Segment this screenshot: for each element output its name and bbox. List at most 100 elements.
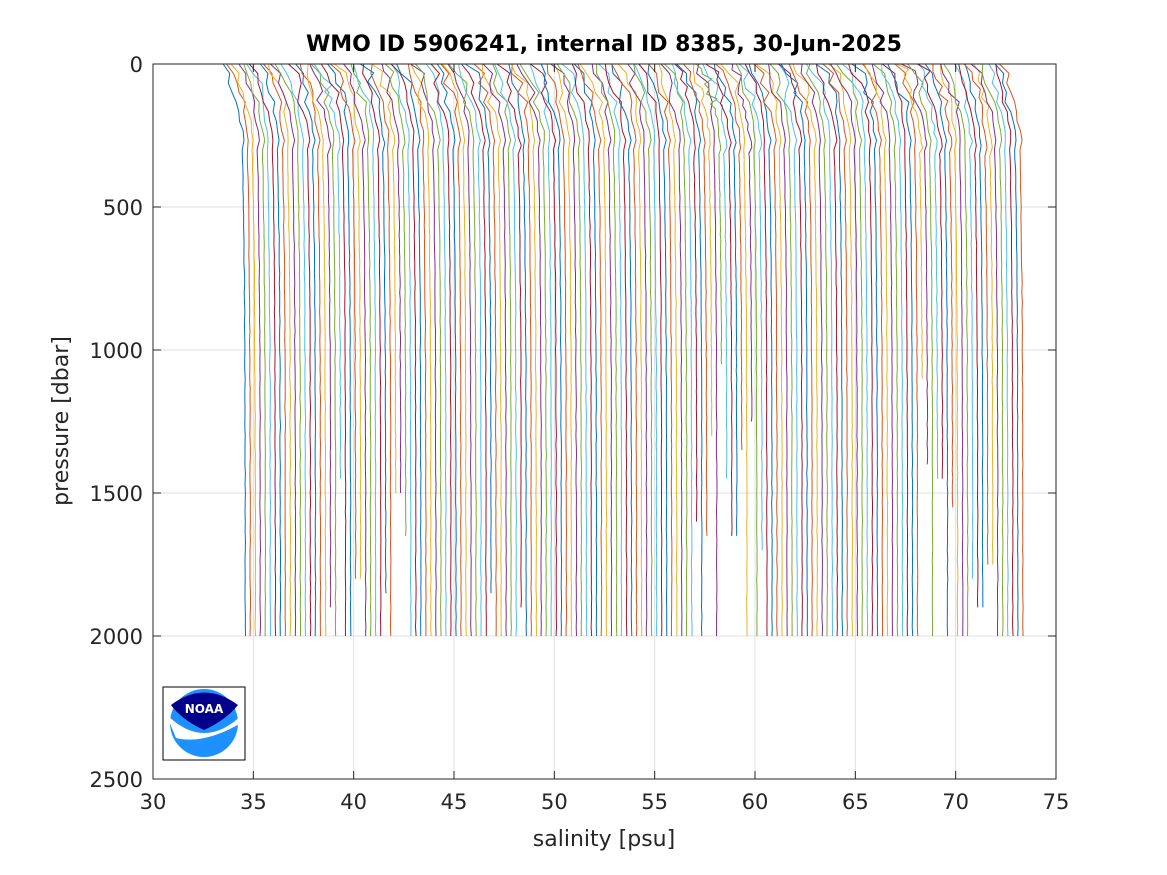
profile-line [494, 63, 517, 637]
profile-line [226, 63, 251, 637]
profile-line [410, 63, 437, 637]
noaa-logo-bird [171, 692, 238, 730]
profile-line [268, 63, 292, 637]
profile-line [828, 63, 853, 637]
profile-line [310, 63, 337, 637]
profile-line [243, 63, 267, 637]
profile-line [596, 64, 618, 637]
profile-line [591, 63, 613, 637]
profile-line [510, 63, 538, 637]
profile-line [492, 63, 512, 637]
profile-line [309, 63, 332, 608]
profile-line [359, 63, 387, 594]
profile-line [731, 63, 753, 422]
noaa-logo-wave [166, 714, 243, 740]
x-tick-label: 60 [742, 790, 769, 814]
profile-line [958, 63, 979, 608]
profile-line [458, 63, 482, 637]
x-tick-label: 55 [641, 790, 668, 814]
profile-line [871, 63, 894, 636]
profile-line [705, 63, 733, 536]
profile-line [540, 63, 563, 637]
profile-line [830, 63, 859, 636]
profile-line [461, 63, 487, 636]
profile-line [658, 63, 678, 636]
profile-line [550, 63, 578, 637]
profile-line [441, 63, 467, 637]
profile-line [815, 63, 844, 636]
profile-line [496, 63, 522, 608]
profile-line [627, 63, 648, 637]
profile-line [805, 63, 834, 637]
profile-line [553, 63, 573, 636]
x-tick-label: 45 [441, 790, 468, 814]
profile-line [248, 63, 277, 637]
profile-line [320, 63, 347, 637]
x-tick-label: 70 [942, 790, 969, 814]
profile-line [648, 63, 673, 637]
profile-line [964, 63, 984, 608]
axis-ticks [152, 63, 1057, 780]
x-tick-label: 65 [842, 790, 869, 814]
profile-line [963, 63, 989, 565]
chart-title: WMO ID 5906241, internal ID 8385, 30-Jun… [306, 32, 902, 57]
profile-line [836, 63, 864, 637]
profile-line [863, 63, 889, 637]
profile-line [396, 63, 422, 636]
profile-line [954, 63, 974, 579]
profile-line [362, 63, 382, 636]
profile-line [306, 63, 327, 637]
noaa-logo-icon: NOAA [162, 686, 246, 761]
profile-line [482, 63, 507, 637]
profile-line [447, 63, 472, 637]
profile-line [529, 63, 552, 636]
profile-line [334, 63, 362, 579]
profile-line [611, 63, 638, 637]
profile-line [617, 63, 643, 637]
profile-line [647, 63, 668, 637]
profile-line [981, 63, 1004, 637]
x-axis-label: salinity [psu] [533, 827, 675, 852]
profile-line [887, 63, 914, 637]
profile-line [530, 63, 558, 637]
profile-line [327, 63, 352, 637]
x-tick-label: 30 [140, 790, 167, 814]
profile-line [896, 63, 924, 379]
plot-frame [152, 63, 1057, 780]
profile-line [671, 63, 693, 636]
y-tick-label: 2500 [90, 768, 143, 792]
profile-line [715, 63, 743, 451]
profile-line [330, 63, 357, 579]
profile-line [995, 63, 1014, 637]
profile-line [988, 63, 1009, 637]
profile-line [815, 63, 839, 637]
y-tick-label: 2000 [90, 625, 143, 649]
profile-line [633, 63, 658, 636]
x-tick-label: 75 [1043, 790, 1070, 814]
profile-line [230, 63, 257, 637]
y-tick-labels: 0 500 1000 1500 2000 2500 [90, 53, 143, 792]
profile-line [464, 63, 492, 594]
profile-line [390, 63, 417, 637]
profile-line [425, 63, 447, 637]
profile-line [881, 63, 904, 637]
profile-line [577, 63, 603, 637]
profile-line [259, 63, 282, 637]
profile-line [753, 63, 778, 637]
profile-line [343, 63, 367, 637]
profile-line [822, 63, 848, 637]
profile-line [780, 63, 808, 637]
profile-line [917, 63, 944, 479]
profile-line [769, 63, 793, 636]
profile-line [579, 63, 608, 637]
profile-line [918, 63, 939, 479]
profile-line [313, 63, 342, 479]
profile-line [842, 63, 869, 637]
profile-line [638, 63, 663, 637]
profile-line [516, 63, 543, 637]
profile-line [440, 63, 462, 637]
profile-line [900, 63, 929, 465]
profile-line [448, 63, 477, 636]
y-tick-label: 1000 [90, 339, 143, 363]
profile-line [410, 63, 432, 637]
